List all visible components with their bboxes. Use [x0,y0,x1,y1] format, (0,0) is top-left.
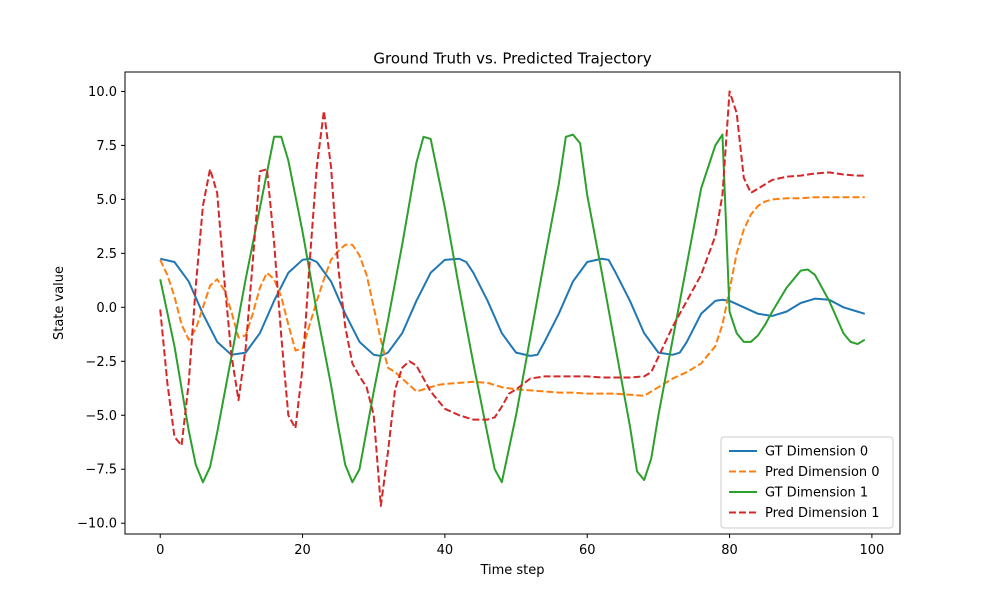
legend-frame [720,436,894,529]
series-line-pred-dimension-0 [159,196,865,397]
y-axis: −10.0 −7.5 −5.0 −2.5 0.0 2.5 5.0 7.5 10.0 [77,85,125,532]
legend-label: GT Dimension 1 [765,486,868,501]
x-tick-label: 60 [579,543,596,558]
y-tick-label: 7.5 [96,139,117,154]
series-line-gt-dimension-1 [159,133,866,484]
series-line-pred-dimension-1 [159,90,865,507]
y-tick-label: 0.0 [96,301,117,316]
y-tick-label: −5.0 [85,409,117,424]
x-tick-label: 0 [156,543,164,558]
legend: GT Dimension 0 Pred Dimension 0 GT Dimensi… [720,436,894,529]
series-line-gt-dimension-0 [160,257,866,357]
legend-label: Pred Dimension 1 [765,506,880,521]
x-axis: 0 20 40 60 80 100 [156,534,884,558]
x-tick-label: 40 [437,543,454,558]
plot-frame [124,71,901,535]
plot-area [159,90,866,507]
y-tick-label: 2.5 [96,247,117,262]
x-tick-label: 20 [294,543,311,558]
y-tick-label: −10.0 [77,517,117,532]
y-tick-label: −2.5 [85,355,117,370]
legend-label: Pred Dimension 0 [765,465,880,480]
y-axis-title: State value [52,266,67,340]
x-tick-label: 100 [859,543,884,558]
legend-label: GT Dimension 0 [765,445,868,460]
y-tick-label: 10.0 [88,85,117,100]
x-tick-label: 80 [721,543,738,558]
y-tick-label: −7.5 [85,463,117,478]
y-tick-label: 5.0 [96,193,117,208]
x-axis-title: Time step [479,563,544,578]
chart-title: Ground Truth vs. Predicted Trajectory [373,50,651,68]
